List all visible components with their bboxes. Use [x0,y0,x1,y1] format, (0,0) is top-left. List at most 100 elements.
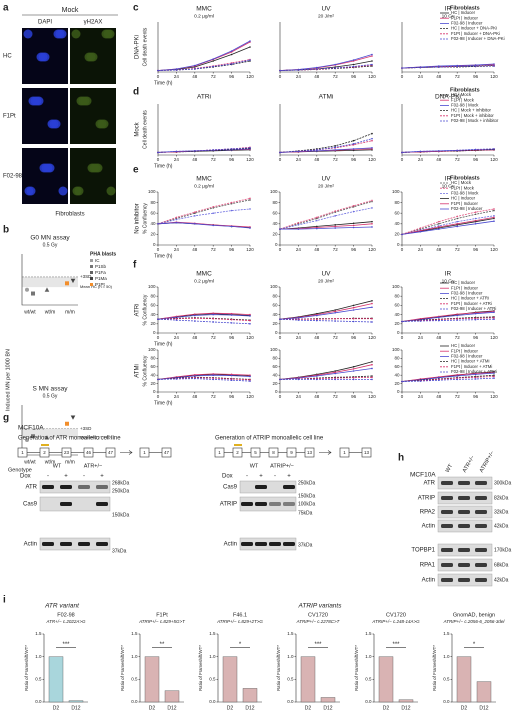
series-point [230,50,233,52]
series-point [371,220,373,223]
x-tick-label: 0 [279,157,282,162]
series-point [212,60,214,62]
x-tick-label: 96 [351,74,357,79]
series-line [279,303,373,320]
bar [398,699,414,703]
series-line [280,226,373,230]
nucleus [47,119,57,129]
diagram-title: Generation of ATRIP monoallelic cell lin… [215,436,324,442]
x-tick-label: D2 [149,705,156,711]
series-point [334,210,337,212]
series-point [297,69,300,71]
series-point [194,320,196,322]
exon-label: 1 [343,450,346,455]
series-point [456,378,459,381]
series-point [438,376,440,379]
legend-label: F1Pt | Inducer + ATRi [451,301,492,306]
series-point [352,370,355,372]
series-point [316,227,318,230]
series-point [249,313,251,316]
treatment: - [83,474,85,480]
x-tick-label: 72 [333,74,339,79]
blot-size: 300kDa [494,480,511,486]
series-line [157,198,251,225]
series-point [334,309,337,311]
y-axis-label: % Confluency [142,294,148,325]
x-tick-label: 120 [368,74,376,79]
blot-size: 170kDa [494,547,511,553]
series-line [401,208,495,235]
series-point [352,376,355,379]
series-point [297,221,300,224]
series-point [212,206,214,208]
chart-title: IR [445,176,452,183]
series-line [280,318,372,320]
chart-title: GnomAD, benign [453,612,495,618]
series-point [230,378,233,380]
point [25,287,29,292]
x-tick-label: 72 [333,335,339,340]
y-tick-label: 0 [397,389,400,394]
series-point [194,314,196,317]
x-tick-label: 48 [314,335,320,340]
series-point [456,373,459,376]
axis [279,192,372,246]
y-tick-label: 20 [272,321,278,326]
x-tick-label: 96 [473,74,479,79]
significance: ** [160,642,165,648]
series-point [334,215,337,217]
legend-label: F1Pt | Inducer + DNA-PKi [451,31,500,36]
legend-label: HC | Inducer [451,343,476,348]
x-tick-label: 48 [436,247,442,252]
series-point [316,378,318,381]
x-tick-label: 96 [351,247,357,252]
series-point [371,147,373,149]
series-point [371,132,373,135]
band [255,485,267,489]
chart-title: F46.1 [233,612,247,618]
series-point [456,65,459,68]
y-tick-label: 100 [148,189,156,194]
band [441,481,453,485]
legend-label: F02-98 | Inducer [451,354,483,359]
x-axis-label: Time (h) [154,253,173,259]
series-point [212,65,214,68]
band-label: Actin [224,542,237,548]
series-point [352,142,355,145]
legend-swatch [90,271,93,274]
nucleus [39,163,49,173]
x-tick-label: 0 [401,157,404,162]
chart-title: UV [321,176,331,183]
axis [157,104,250,156]
series-line [157,41,251,71]
band [78,485,90,489]
legend-label: F02-98 | Inducer + ATRi [451,306,496,311]
series-point [371,302,373,305]
x-tick-label: 48 [192,394,198,399]
band [475,578,487,582]
series-point [279,69,281,72]
y-axis-label: Ratio of Frameshift/WT* [276,645,281,691]
y-tick-label: 100 [270,189,278,194]
bar [48,656,64,703]
band [241,502,253,506]
legend-title: Fibroblasts [450,175,480,181]
y-tick-label: 80 [394,293,400,298]
x-tick-label: 72 [211,247,217,252]
series-point [334,378,337,381]
x-tick-label: 0 [401,394,404,399]
series-point [352,306,355,309]
footer-label: Fibroblasts [55,212,84,218]
y-axis-label: Cell death events [142,27,148,66]
y-tick-label: 1.0 [209,654,216,659]
legend-label: HC | Mock [451,180,472,185]
axis [157,287,250,334]
x-tick-label: 120 [246,335,254,340]
series-point [212,377,214,379]
point [31,434,35,439]
series-point [279,318,281,321]
legend-label: P1Ma [95,276,107,281]
legend-label: IC [95,258,100,263]
treatment: - [47,474,49,480]
x-tick-label: 48 [436,335,442,340]
